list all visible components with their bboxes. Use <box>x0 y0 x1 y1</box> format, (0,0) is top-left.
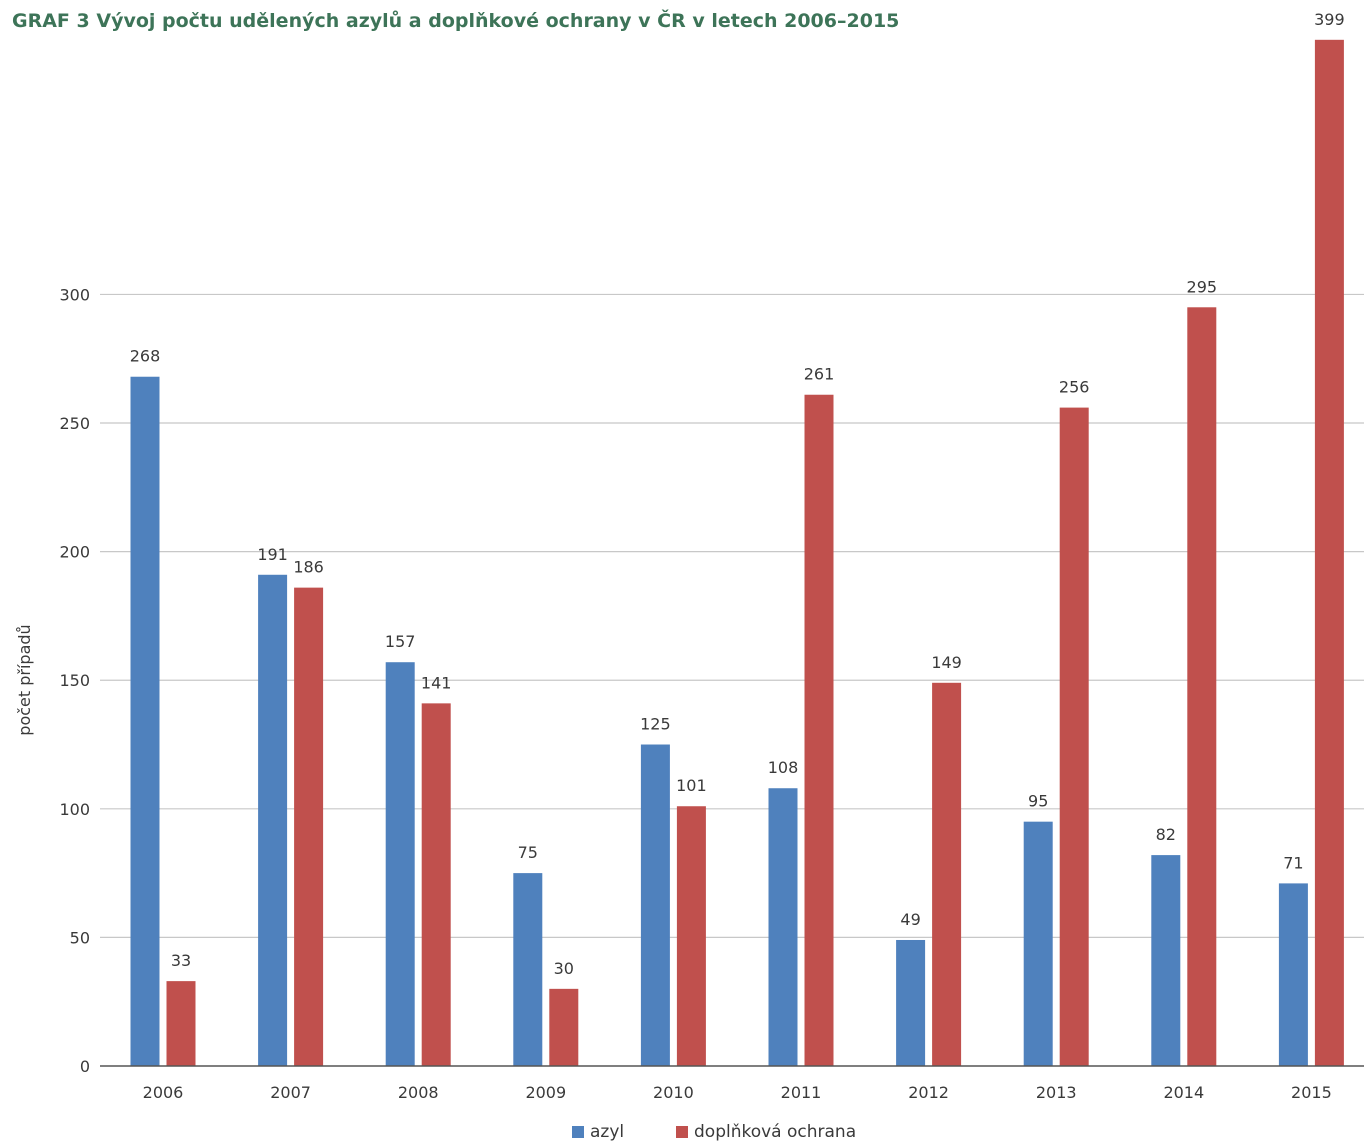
data-label-azyl-2014: 82 <box>1156 825 1176 844</box>
data-label-doplnkova-ochrana-2012: 149 <box>931 653 962 672</box>
y-tick-label: 150 <box>59 671 90 690</box>
bar-azyl-2014 <box>1151 855 1181 1066</box>
bar-azyl-2010 <box>640 744 670 1066</box>
legend-label-doplnkova-ochrana: doplňková ochrana <box>694 1122 856 1142</box>
x-tick-label: 2013 <box>1036 1083 1077 1102</box>
x-tick-label: 2008 <box>398 1083 439 1102</box>
data-label-azyl-2008: 157 <box>385 632 416 651</box>
x-tick-label: 2012 <box>908 1083 949 1102</box>
bar-doplnkova-ochrana-2006 <box>166 981 196 1066</box>
y-tick-label: 200 <box>59 543 90 562</box>
data-label-azyl-2015: 71 <box>1283 853 1303 872</box>
bar-doplnkova-ochrana-2015 <box>1314 39 1344 1067</box>
legend-swatch-azyl <box>572 1126 584 1138</box>
data-label-doplnkova-ochrana-2015: 399 <box>1314 10 1345 29</box>
data-label-azyl-2010: 125 <box>640 715 671 734</box>
data-label-doplnkova-ochrana-2006: 33 <box>171 951 191 970</box>
legend-swatch-doplnkova-ochrana <box>676 1126 688 1138</box>
x-tick-label: 2010 <box>653 1083 694 1102</box>
data-label-azyl-2009: 75 <box>518 843 538 862</box>
data-label-azyl-2012: 49 <box>900 910 920 929</box>
bar-azyl-2009 <box>513 873 543 1066</box>
bar-azyl-2008 <box>385 662 415 1066</box>
bar-doplnkova-ochrana-2013 <box>1059 407 1089 1066</box>
data-label-doplnkova-ochrana-2007: 186 <box>293 558 324 577</box>
chart-title: GRAF 3 Vývoj počtu udělených azylů a dop… <box>12 10 900 32</box>
bar-azyl-2011 <box>768 788 798 1066</box>
data-label-doplnkova-ochrana-2014: 295 <box>1187 277 1218 296</box>
y-tick-label: 50 <box>70 928 90 947</box>
bar-azyl-2012 <box>896 939 926 1066</box>
x-tick-label: 2009 <box>525 1083 566 1102</box>
bar-azyl-2007 <box>258 574 288 1066</box>
bar-azyl-2006 <box>130 376 160 1066</box>
data-label-azyl-2013: 95 <box>1028 792 1048 811</box>
y-tick-label: 100 <box>59 800 90 819</box>
bar-azyl-2015 <box>1278 883 1308 1066</box>
bar-doplnkova-ochrana-2014 <box>1187 307 1217 1066</box>
x-tick-label: 2015 <box>1291 1083 1332 1102</box>
bar-doplnkova-ochrana-2008 <box>421 703 451 1066</box>
bar-doplnkova-ochrana-2009 <box>549 988 579 1066</box>
bar-doplnkova-ochrana-2012 <box>932 682 962 1066</box>
bar-doplnkova-ochrana-2010 <box>676 806 706 1066</box>
data-label-doplnkova-ochrana-2009: 30 <box>554 959 574 978</box>
bar-doplnkova-ochrana-2007 <box>294 587 324 1066</box>
data-label-doplnkova-ochrana-2013: 256 <box>1059 378 1090 397</box>
y-tick-label: 250 <box>59 414 90 433</box>
bar-doplnkova-ochrana-2011 <box>804 394 834 1066</box>
bar-azyl-2013 <box>1023 821 1053 1066</box>
data-label-azyl-2006: 268 <box>130 347 161 366</box>
data-label-azyl-2007: 191 <box>257 545 288 564</box>
x-tick-label: 2006 <box>143 1083 184 1102</box>
x-tick-label: 2011 <box>781 1083 822 1102</box>
y-axis-title: počet případů <box>15 624 34 735</box>
data-label-doplnkova-ochrana-2008: 141 <box>421 673 452 692</box>
x-tick-label: 2014 <box>1163 1083 1204 1102</box>
legend-label-azyl: azyl <box>590 1122 624 1142</box>
x-tick-label: 2007 <box>270 1083 311 1102</box>
data-label-doplnkova-ochrana-2011: 261 <box>804 365 835 384</box>
y-tick-label: 300 <box>59 285 90 304</box>
data-label-azyl-2011: 108 <box>768 758 799 777</box>
y-tick-label: 0 <box>80 1057 90 1076</box>
data-label-doplnkova-ochrana-2010: 101 <box>676 776 707 795</box>
